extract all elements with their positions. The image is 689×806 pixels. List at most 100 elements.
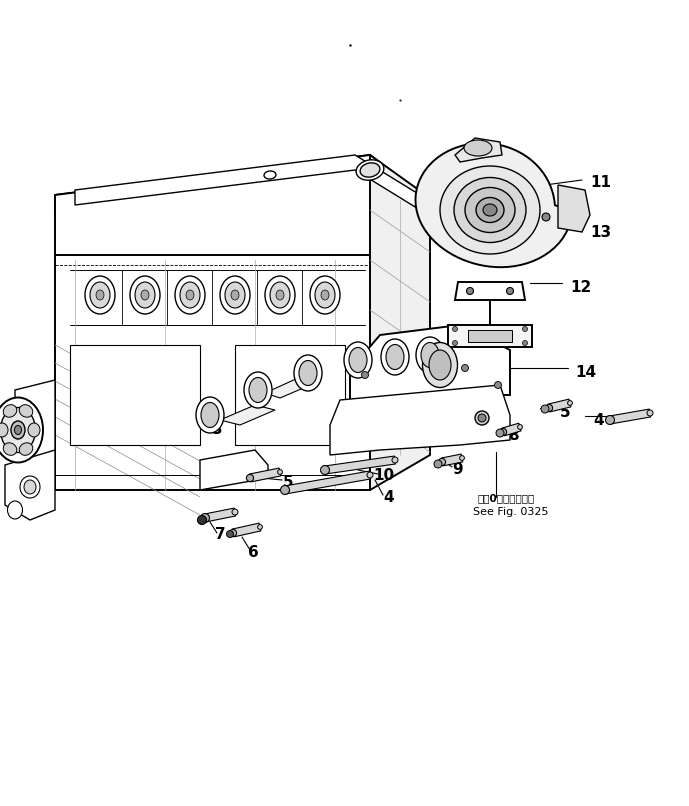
Ellipse shape [20,476,40,498]
Polygon shape [232,523,261,537]
Ellipse shape [362,372,369,379]
Polygon shape [441,454,463,466]
Ellipse shape [258,525,263,530]
Ellipse shape [465,188,515,232]
Ellipse shape [440,166,540,254]
Polygon shape [502,423,521,436]
Polygon shape [609,409,650,424]
Ellipse shape [0,423,8,437]
Ellipse shape [11,421,25,439]
Text: 13: 13 [590,225,611,240]
Text: 第）0３２５図参照: 第）0３２５図参照 [478,493,535,503]
Ellipse shape [546,405,553,412]
Text: 3: 3 [390,352,400,367]
Ellipse shape [321,290,329,300]
Ellipse shape [483,204,497,216]
Ellipse shape [541,405,549,413]
Ellipse shape [8,501,23,519]
Ellipse shape [429,350,451,380]
Ellipse shape [310,276,340,314]
Polygon shape [75,155,425,213]
Text: 3: 3 [212,422,223,437]
Text: 2: 2 [490,410,501,425]
Ellipse shape [496,429,504,437]
Polygon shape [415,143,572,268]
Ellipse shape [460,455,464,460]
Polygon shape [249,468,281,482]
Text: 7: 7 [215,527,225,542]
Polygon shape [220,405,275,425]
Polygon shape [448,325,532,347]
Ellipse shape [200,513,209,522]
Ellipse shape [19,442,33,455]
Ellipse shape [475,411,489,425]
Ellipse shape [270,282,290,308]
Ellipse shape [522,340,528,346]
Ellipse shape [320,466,329,475]
Ellipse shape [344,342,372,378]
Text: 10: 10 [373,468,394,483]
Polygon shape [455,282,525,300]
Ellipse shape [141,290,149,300]
Polygon shape [558,185,590,232]
Ellipse shape [647,410,653,416]
Ellipse shape [85,276,115,314]
Ellipse shape [264,171,276,179]
Ellipse shape [0,397,43,463]
Ellipse shape [453,340,457,346]
Text: 6: 6 [248,545,259,560]
Ellipse shape [96,290,104,300]
Ellipse shape [568,401,573,405]
Polygon shape [548,399,571,412]
Ellipse shape [3,442,17,455]
Ellipse shape [220,276,250,314]
Ellipse shape [453,326,457,331]
Ellipse shape [249,377,267,402]
Ellipse shape [265,276,295,314]
Ellipse shape [135,282,155,308]
Ellipse shape [522,326,528,331]
Ellipse shape [500,429,506,435]
Ellipse shape [606,416,615,425]
Ellipse shape [367,472,373,478]
Ellipse shape [478,414,486,422]
Polygon shape [285,471,371,494]
Text: 5: 5 [283,475,294,490]
Ellipse shape [180,282,200,308]
Text: 3: 3 [272,392,282,407]
Polygon shape [200,450,268,490]
Polygon shape [55,155,430,220]
Ellipse shape [438,459,446,466]
Polygon shape [204,508,236,522]
Ellipse shape [421,343,439,368]
Bar [70,345,200,445]
Polygon shape [350,325,510,410]
Ellipse shape [381,339,409,375]
Ellipse shape [198,516,207,525]
Ellipse shape [299,360,317,385]
Ellipse shape [278,470,282,475]
Ellipse shape [232,509,238,515]
Ellipse shape [280,485,289,495]
Ellipse shape [186,290,194,300]
Text: 1: 1 [228,465,238,480]
Text: 8: 8 [508,428,519,443]
Ellipse shape [231,290,239,300]
Polygon shape [370,155,430,490]
Ellipse shape [229,530,236,537]
Polygon shape [455,138,502,162]
Ellipse shape [542,213,550,221]
Ellipse shape [244,372,272,408]
Polygon shape [468,330,512,342]
Ellipse shape [3,405,17,418]
Ellipse shape [466,288,473,294]
Bar [235,345,345,445]
Ellipse shape [454,177,526,243]
Ellipse shape [227,530,234,538]
Ellipse shape [19,405,33,418]
Ellipse shape [90,282,110,308]
Ellipse shape [201,402,219,427]
Ellipse shape [495,381,502,388]
Text: See Fig. 0325: See Fig. 0325 [473,507,548,517]
Ellipse shape [464,140,492,156]
